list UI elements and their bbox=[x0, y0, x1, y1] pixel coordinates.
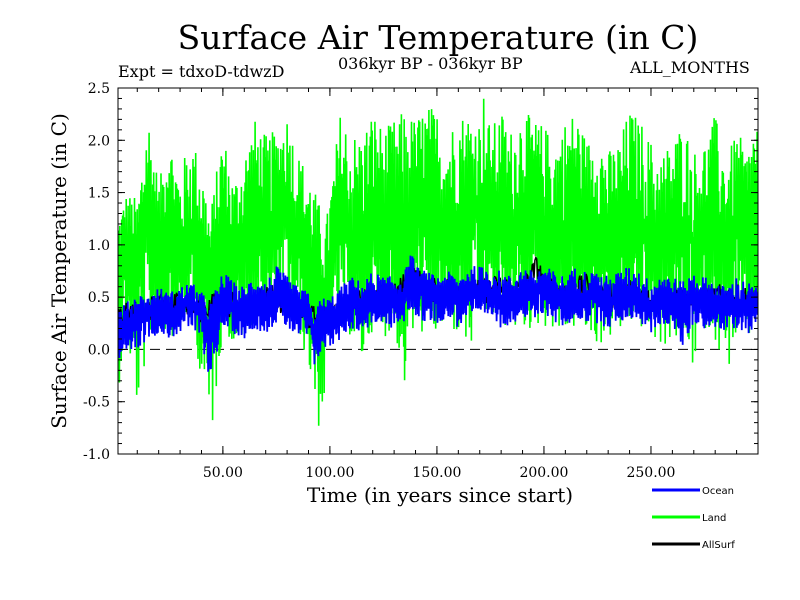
chart-title: Surface Air Temperature (in C) bbox=[177, 18, 699, 57]
plot-frame bbox=[117, 87, 759, 455]
experiment-label: Expt = tdxoD-tdwzD bbox=[118, 62, 285, 81]
y-tick-label: -1.0 bbox=[83, 447, 110, 463]
y-tick-label: 0.0 bbox=[88, 342, 110, 358]
legend: Ocean Land AllSurf bbox=[652, 486, 735, 551]
period-label: 036kyr BP - 036kyr BP bbox=[338, 54, 523, 73]
x-tick-label: 200.00 bbox=[519, 465, 568, 481]
x-tick-label: 100.00 bbox=[305, 465, 354, 481]
series-ocean bbox=[118, 255, 758, 372]
x-axis-label: Time (in years since start) bbox=[307, 483, 573, 507]
y-tick-label: 2.0 bbox=[88, 133, 110, 149]
y-tick-label: -0.5 bbox=[83, 395, 110, 411]
legend-label-land: Land bbox=[702, 513, 726, 524]
y-tick-label: 1.0 bbox=[88, 238, 110, 254]
y-axis-label: Surface Air Temperature (in C) bbox=[47, 113, 71, 429]
legend-label-allsurf: AllSurf bbox=[702, 540, 735, 551]
series-land bbox=[118, 98, 758, 426]
x-tick-label: 50.00 bbox=[203, 465, 243, 481]
x-tick-label: 150.00 bbox=[412, 465, 461, 481]
y-tick-label: 1.5 bbox=[88, 186, 110, 202]
x-tick-label: 250.00 bbox=[626, 465, 675, 481]
legend-label-ocean: Ocean bbox=[702, 486, 734, 497]
months-label: ALL_MONTHS bbox=[630, 58, 750, 77]
y-tick-label: 0.5 bbox=[88, 290, 110, 306]
y-tick-label: 2.5 bbox=[88, 81, 110, 97]
